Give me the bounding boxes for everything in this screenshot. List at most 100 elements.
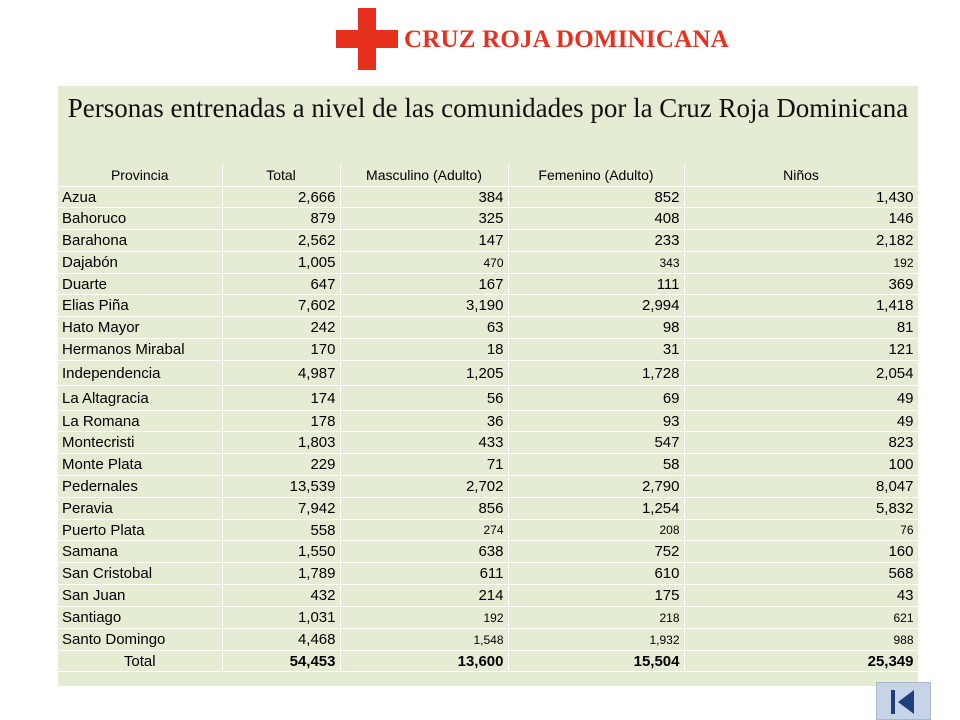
- cell-total: 647: [222, 273, 341, 295]
- cell-total: 1,005: [222, 251, 341, 274]
- cell-provincia: Hato Mayor: [58, 316, 223, 339]
- table-row: Duarte 647 167 111 369: [58, 273, 919, 295]
- cell-femenino: 111: [508, 273, 685, 295]
- header-masculino: Masculino (Adulto): [340, 164, 509, 187]
- cell-provincia: La Altagracia: [58, 385, 223, 411]
- cell-ninos: 49: [684, 410, 919, 432]
- header-total: Total: [222, 164, 341, 187]
- total-total: 54,453: [222, 650, 341, 672]
- training-table: Provincia Total Masculino (Adulto) Femen…: [58, 164, 919, 672]
- cell-total: 174: [222, 385, 341, 411]
- cell-masculino: 147: [340, 229, 509, 252]
- cell-masculino: 167: [340, 273, 509, 295]
- cell-total: 4,987: [222, 360, 341, 386]
- total-ninos: 25,349: [684, 650, 919, 672]
- cell-femenino: 852: [508, 186, 685, 208]
- cell-ninos: 621: [684, 606, 919, 629]
- cell-femenino: 208: [508, 519, 685, 541]
- cell-masculino: 856: [340, 497, 509, 520]
- cell-masculino: 18: [340, 338, 509, 361]
- cell-provincia: Duarte: [58, 273, 223, 295]
- cell-femenino: 408: [508, 207, 685, 230]
- last-slide-button[interactable]: [876, 682, 931, 720]
- cell-ninos: 823: [684, 431, 919, 454]
- cell-masculino: 214: [340, 584, 509, 607]
- table-row: La Romana 178 36 93 49: [58, 410, 919, 432]
- cell-masculino: 274: [340, 519, 509, 541]
- cell-femenino: 2,790: [508, 475, 685, 498]
- cell-masculino: 1,205: [340, 360, 509, 386]
- cell-femenino: 610: [508, 562, 685, 585]
- cell-ninos: 43: [684, 584, 919, 607]
- cell-ninos: 192: [684, 251, 919, 274]
- cell-masculino: 1,548: [340, 628, 509, 651]
- cell-total: 1,031: [222, 606, 341, 629]
- header-provincia: Provincia: [58, 164, 223, 187]
- cell-ninos: 160: [684, 540, 919, 563]
- cell-masculino: 384: [340, 186, 509, 208]
- cell-masculino: 433: [340, 431, 509, 454]
- cell-masculino: 2,702: [340, 475, 509, 498]
- cell-total: 7,602: [222, 294, 341, 317]
- table-row: Puerto Plata 558 274 208 76: [58, 519, 919, 541]
- cell-total: 1,550: [222, 540, 341, 563]
- cell-ninos: 5,832: [684, 497, 919, 520]
- cell-provincia: San Juan: [58, 584, 223, 607]
- cell-ninos: 100: [684, 453, 919, 476]
- cell-ninos: 146: [684, 207, 919, 230]
- table-row: Monte Plata 229 71 58 100: [58, 453, 919, 476]
- cell-femenino: 343: [508, 251, 685, 274]
- cell-provincia: Azua: [58, 186, 223, 208]
- cruz-roja-logo: CRUZ ROJA DOMINICANA: [336, 8, 729, 72]
- last-slide-icon: [891, 690, 895, 714]
- cell-ninos: 2,054: [684, 360, 919, 386]
- cell-provincia: Santo Domingo: [58, 628, 223, 651]
- table-row: Hato Mayor 242 63 98 81: [58, 316, 919, 339]
- cell-ninos: 2,182: [684, 229, 919, 252]
- cell-ninos: 1,418: [684, 294, 919, 317]
- cell-ninos: 369: [684, 273, 919, 295]
- cell-provincia: Monte Plata: [58, 453, 223, 476]
- cell-total: 242: [222, 316, 341, 339]
- table-row: Azua 2,666 384 852 1,430: [58, 186, 919, 208]
- cell-masculino: 325: [340, 207, 509, 230]
- cell-ninos: 988: [684, 628, 919, 651]
- table-row: Santiago 1,031 192 218 621: [58, 606, 919, 629]
- cell-provincia: Peravia: [58, 497, 223, 520]
- table-row: Hermanos Mirabal 170 18 31 121: [58, 338, 919, 361]
- table-row: Santo Domingo 4,468 1,548 1,932 988: [58, 628, 919, 651]
- cell-total: 7,942: [222, 497, 341, 520]
- cell-provincia: Samana: [58, 540, 223, 563]
- table-row: Pedernales 13,539 2,702 2,790 8,047: [58, 475, 919, 498]
- table-row: La Altagracia 174 56 69 49: [58, 385, 919, 411]
- cell-total: 2,666: [222, 186, 341, 208]
- cell-total: 1,803: [222, 431, 341, 454]
- cell-femenino: 233: [508, 229, 685, 252]
- cell-total: 13,539: [222, 475, 341, 498]
- cell-femenino: 218: [508, 606, 685, 629]
- total-masculino: 13,600: [340, 650, 509, 672]
- total-row: Total 54,453 13,600 15,504 25,349: [58, 650, 919, 672]
- table-row: Peravia 7,942 856 1,254 5,832: [58, 497, 919, 520]
- table-row: Montecristi 1,803 433 547 823: [58, 431, 919, 454]
- cell-provincia: Bahoruco: [58, 207, 223, 230]
- cell-femenino: 31: [508, 338, 685, 361]
- cell-femenino: 547: [508, 431, 685, 454]
- cell-total: 178: [222, 410, 341, 432]
- header-ninos: Niños: [684, 164, 919, 187]
- cell-femenino: 98: [508, 316, 685, 339]
- cell-masculino: 611: [340, 562, 509, 585]
- table-body: Azua 2,666 384 852 1,430 Bahoruco 879 325 408 146…: [58, 186, 919, 672]
- cell-ninos: 49: [684, 385, 919, 411]
- cell-provincia: La Romana: [58, 410, 223, 432]
- cell-ninos: 568: [684, 562, 919, 585]
- cell-femenino: 58: [508, 453, 685, 476]
- table-row: Samana 1,550 638 752 160: [58, 540, 919, 563]
- cell-masculino: 63: [340, 316, 509, 339]
- cell-provincia: Hermanos Mirabal: [58, 338, 223, 361]
- cell-femenino: 752: [508, 540, 685, 563]
- cell-provincia: Elias Piña: [58, 294, 223, 317]
- cell-total: 879: [222, 207, 341, 230]
- total-femenino: 15,504: [508, 650, 685, 672]
- cell-femenino: 175: [508, 584, 685, 607]
